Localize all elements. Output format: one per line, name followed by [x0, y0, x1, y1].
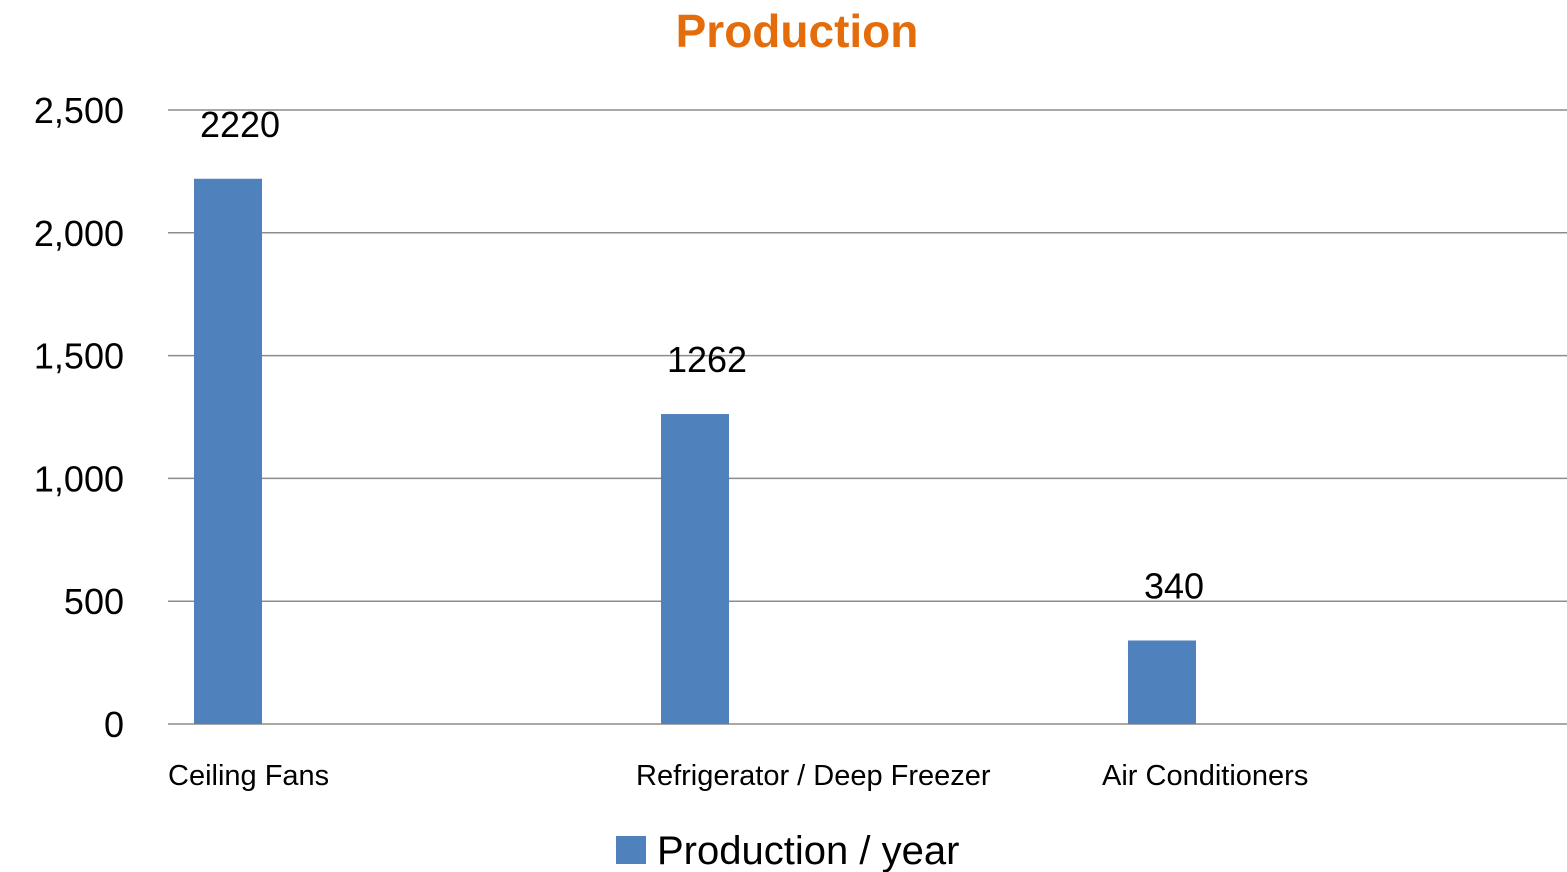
data-label: 1262: [667, 339, 747, 380]
bar: [661, 414, 729, 724]
data-label: 340: [1144, 565, 1204, 606]
bar: [1128, 640, 1196, 724]
bars: [194, 178, 1196, 724]
legend-label: Production / year: [657, 829, 959, 872]
y-tick-label: 1,000: [34, 458, 124, 499]
gridlines: [168, 109, 1567, 725]
x-category-label: Ceiling Fans: [168, 760, 329, 792]
y-tick-label: 2,500: [34, 90, 124, 131]
y-tick-label: 500: [64, 581, 124, 622]
y-tick-label: 1,500: [34, 336, 124, 377]
x-axis-category-labels: Ceiling Fans Refrigerator / Deep Freezer A…: [168, 760, 1308, 792]
legend-swatch: [616, 836, 646, 864]
x-category-label: Air Conditioners: [1102, 760, 1308, 792]
y-tick-label: 0: [104, 704, 124, 745]
data-labels: 2220 1262 340: [200, 104, 1204, 607]
y-axis-tick-labels: 0 500 1,000 1,500 2,000 2,500: [34, 90, 124, 745]
bar: [194, 178, 262, 724]
legend: Production / year: [616, 829, 959, 872]
y-tick-label: 2,000: [34, 213, 124, 254]
chart-title: Production: [676, 5, 919, 57]
x-category-label: Refrigerator / Deep Freezer: [636, 760, 991, 792]
data-label: 2220: [200, 104, 280, 145]
